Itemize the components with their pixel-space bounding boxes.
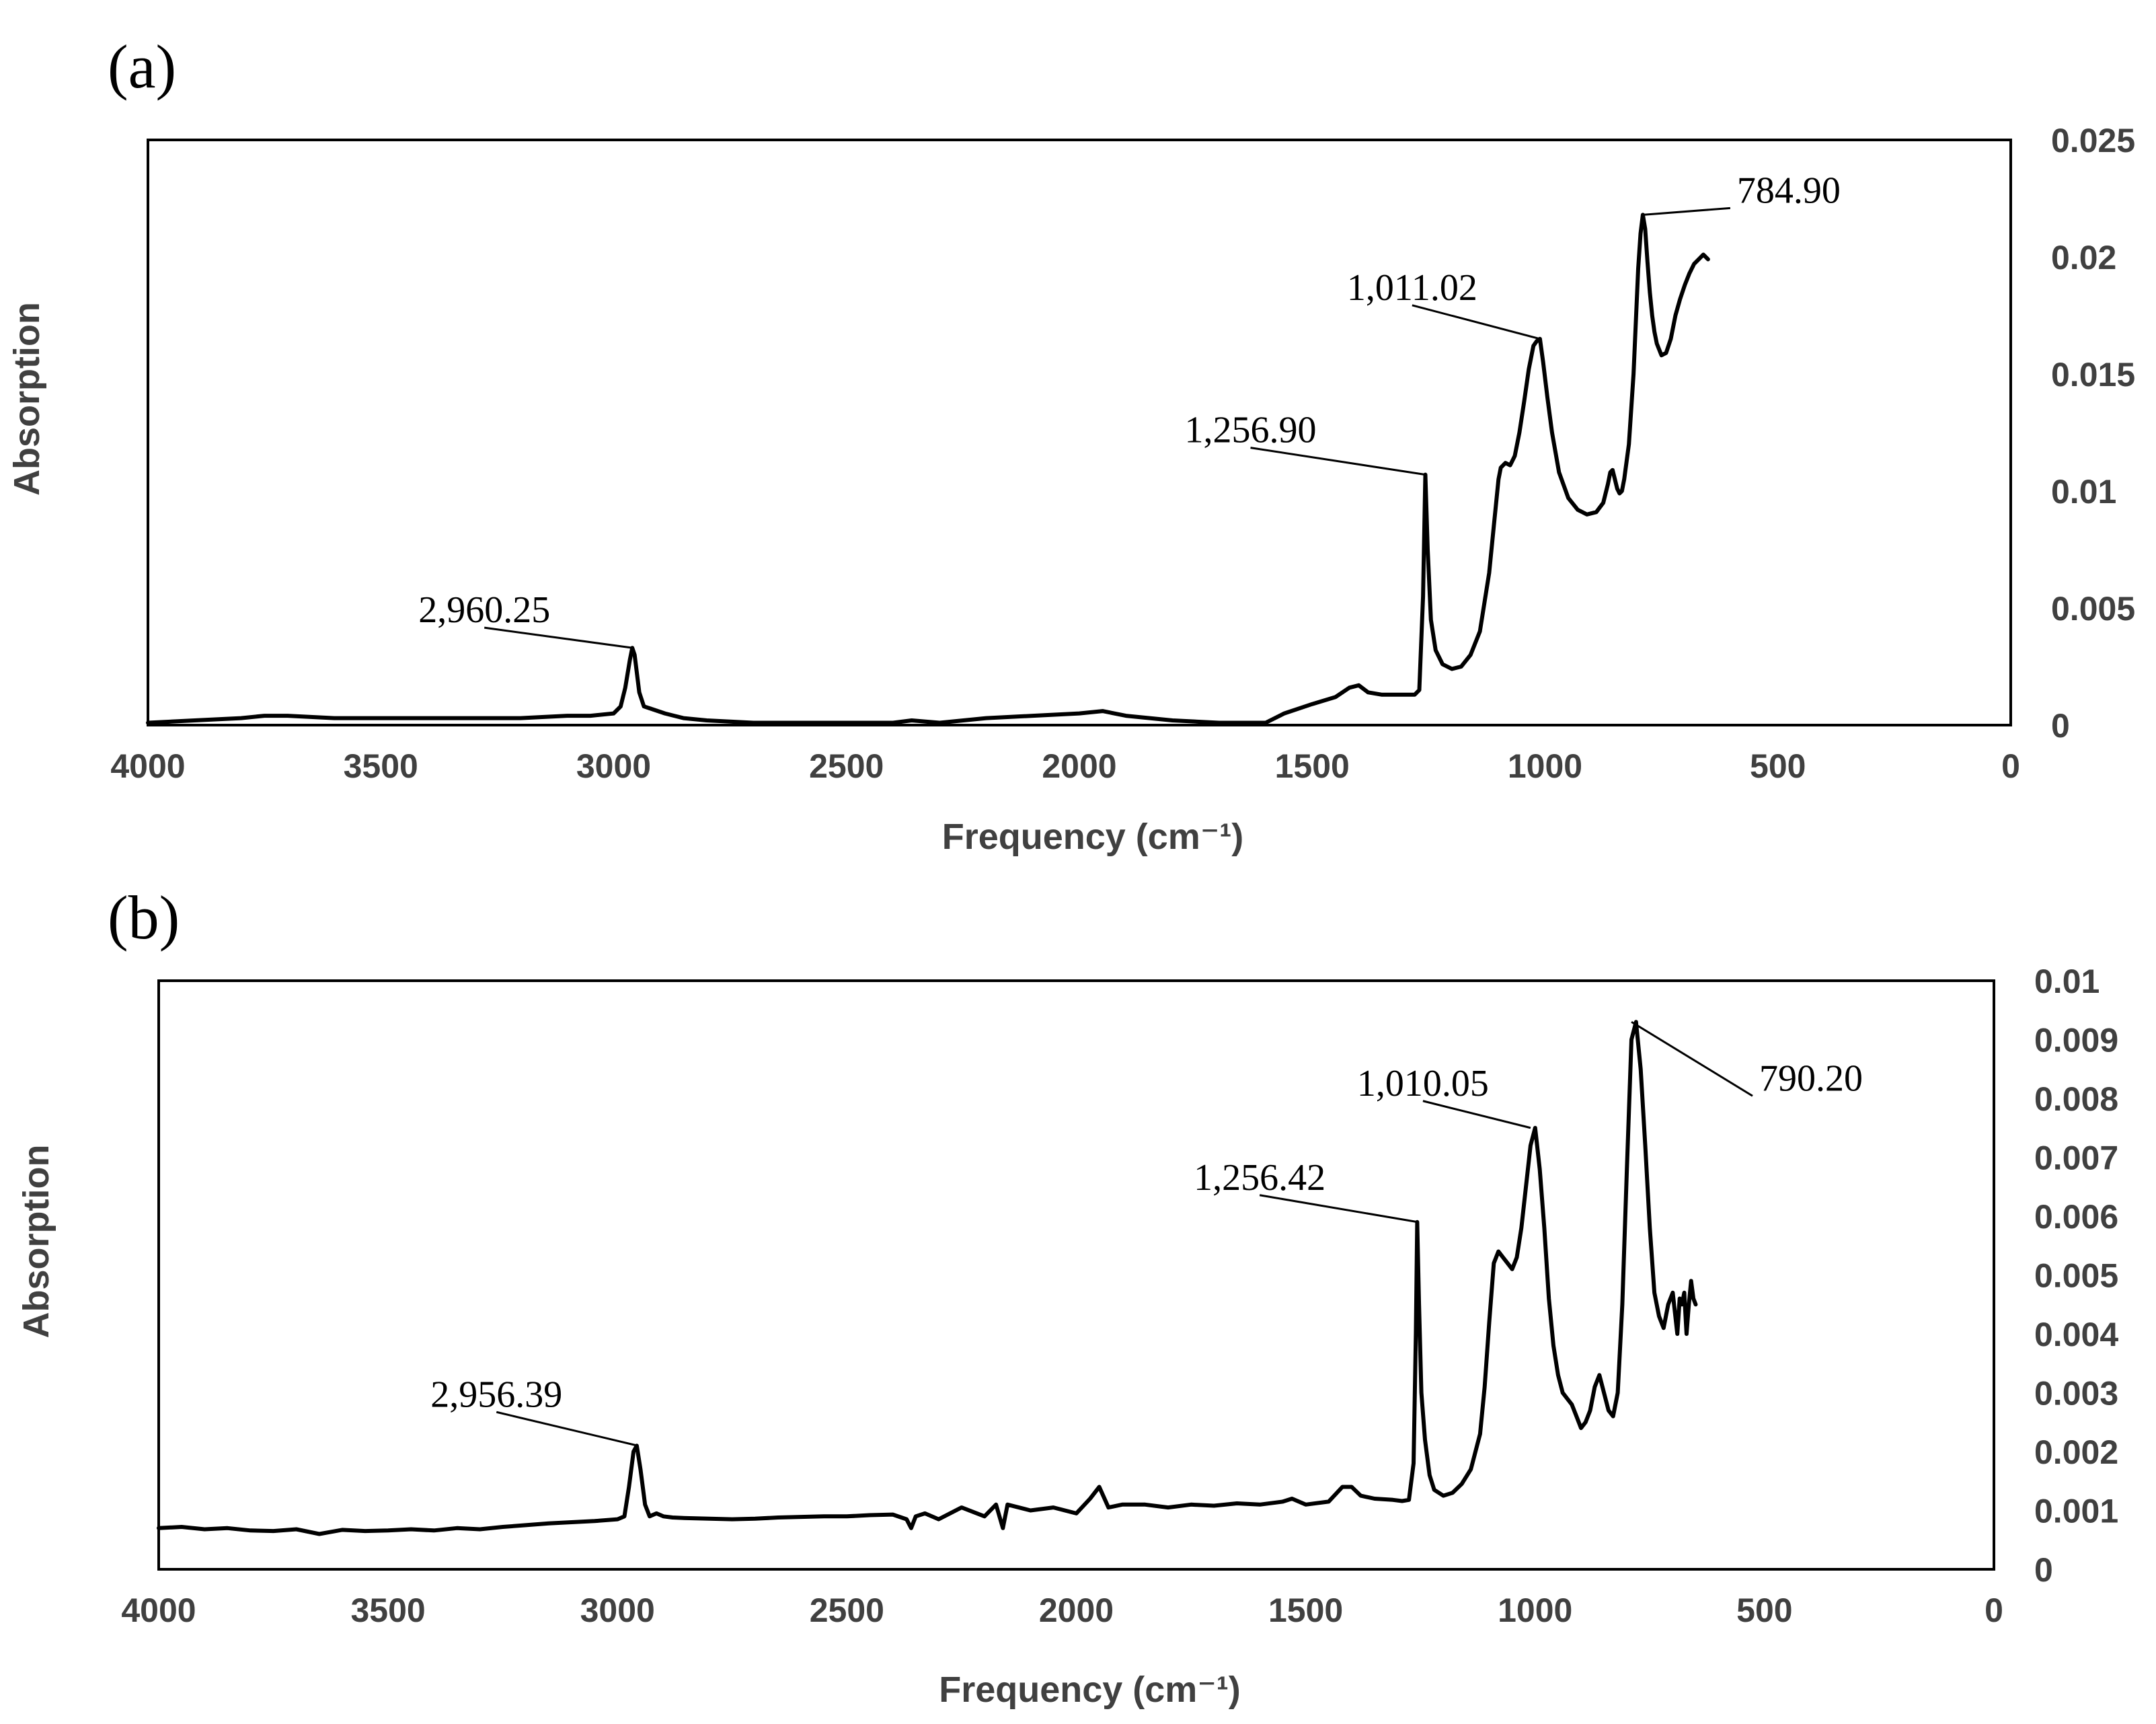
plot-area-frame: [157, 979, 1995, 1571]
x-tick-label: 2500: [809, 747, 884, 785]
x-tick-label: 500: [1736, 1591, 1792, 1629]
x-tick-label: 2000: [1039, 1591, 1114, 1629]
y-tick-label: 0.025: [2051, 122, 2135, 159]
y-tick-label: 0.01: [2034, 963, 2100, 1000]
x-tick-label: 3500: [344, 747, 418, 785]
plot-area-frame: [147, 139, 2012, 726]
peak-leader-line: [484, 626, 633, 649]
x-tick-label: 3000: [580, 1591, 655, 1629]
y-tick-label: 0.007: [2034, 1139, 2118, 1177]
x-tick-label: 1000: [1498, 1591, 1572, 1629]
peak-leader-line: [1422, 1100, 1531, 1129]
panel-b: (b) 4000 3500 3000 2500 2000 1500 1000 500 00 0.00…: [16, 883, 2118, 1710]
peak-leader-line: [1259, 1194, 1418, 1224]
y-tick-label: 0.001: [2034, 1493, 2118, 1530]
y-tick-label: 0: [2051, 707, 2070, 745]
peak-leader-line: [1250, 447, 1426, 476]
y-tick-label: 0.015: [2051, 356, 2135, 393]
peak-leader-line: [1631, 1020, 1753, 1097]
x-tick-label: 2000: [1042, 747, 1116, 785]
peak-annotation: 1,010.05: [1357, 1063, 1489, 1104]
x-axis-title: Frequency (cm⁻¹): [939, 1670, 1241, 1710]
panel-label: (a): [108, 32, 176, 101]
peak-annotation: 1,256.42: [1194, 1157, 1325, 1199]
y-tick-label: 0.002: [2034, 1433, 2118, 1471]
y-tick-label: 0: [2034, 1551, 2053, 1589]
y-tick-label: 0.02: [2051, 239, 2116, 276]
x-tick-label: 1500: [1268, 1591, 1343, 1629]
x-tick-label: 4000: [110, 747, 185, 785]
peak-leader-line: [496, 1411, 638, 1447]
y-tick-label: 0.004: [2034, 1316, 2118, 1353]
x-tick-label: 3500: [351, 1591, 426, 1629]
y-tick-label: 0.006: [2034, 1198, 2118, 1236]
y-tick-label: 0.008: [2034, 1080, 2118, 1118]
x-tick-label: 1500: [1275, 747, 1350, 785]
y-tick-label: 0.009: [2034, 1022, 2118, 1059]
y-axis-title: Absorption: [7, 302, 47, 496]
x-axis-title: Frequency (cm⁻¹): [942, 817, 1244, 857]
peak-leader-line: [1642, 207, 1731, 216]
y-tick-label: 0.005: [2034, 1257, 2118, 1295]
peak-annotation: 790.20: [1759, 1057, 1863, 1099]
x-tick-label: 1000: [1508, 747, 1582, 785]
panel-label: (b): [108, 883, 180, 952]
spectrum-line: [146, 213, 1710, 725]
peak-annotation: 1,256.90: [1185, 410, 1317, 451]
peak-annotation: 2,960.25: [418, 589, 550, 631]
spectrum-line: [157, 1020, 1698, 1536]
peak-annotation: 784.90: [1737, 170, 1841, 211]
peak-leader-line: [1412, 304, 1541, 340]
peak-annotation: 1,011.02: [1347, 267, 1477, 309]
y-tick-label: 0.003: [2034, 1375, 2118, 1413]
x-tick-label: 3000: [576, 747, 651, 785]
panel-a: (a) 4000 3500 3000 2500 2000 1500 1000 500 00 0.00…: [7, 32, 2135, 857]
x-tick-label: 0: [1985, 1591, 2003, 1629]
x-tick-label: 4000: [121, 1591, 196, 1629]
x-tick-label: 500: [1750, 747, 1806, 785]
y-tick-label: 0.005: [2051, 590, 2135, 628]
y-axis-title: Absorption: [16, 1145, 56, 1339]
y-tick-label: 0.01: [2051, 473, 2116, 511]
x-tick-label: 0: [2001, 747, 2020, 785]
x-tick-label: 2500: [810, 1591, 884, 1629]
peak-annotation: 2,956.39: [430, 1374, 562, 1415]
